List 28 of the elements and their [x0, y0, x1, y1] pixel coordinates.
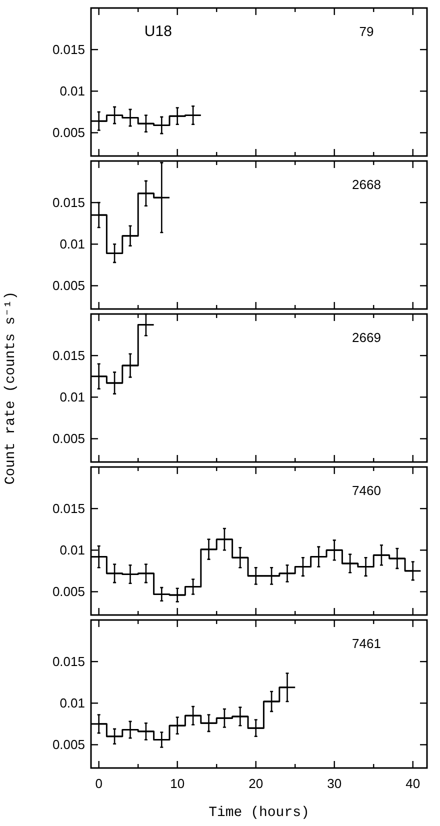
y-tick-label: 0.005	[52, 125, 85, 140]
y-axis-title: Count rate (counts s⁻¹)	[3, 291, 19, 485]
annotation: 7461	[352, 636, 381, 651]
y-tick-label: 0.005	[52, 278, 85, 294]
x-tick-label: 10	[170, 776, 185, 791]
y-tick-label: 0.01	[60, 390, 85, 405]
y-tick-label: 0.005	[52, 584, 85, 600]
y-tick-label: 0.01	[60, 236, 85, 252]
x-axis-title: Time (hours)	[208, 805, 310, 821]
y-tick-label: 0.015	[52, 195, 85, 210]
x-tick-label: 20	[248, 776, 264, 791]
y-tick-label: 0.015	[52, 654, 85, 670]
annotation: 2669	[352, 330, 381, 345]
y-tick-label: 0.005	[52, 737, 85, 752]
x-tick-label: 0	[95, 776, 102, 791]
annotation: U18	[144, 23, 172, 40]
x-tick-label: 40	[406, 776, 420, 791]
y-tick-label: 0.01	[60, 84, 85, 99]
annotation: 79	[359, 24, 374, 39]
y-tick-label: 0.01	[60, 542, 85, 558]
x-tick-label: 30	[327, 776, 342, 791]
annotation: 2668	[352, 177, 381, 192]
y-tick-label: 0.005	[52, 431, 85, 446]
y-tick-label: 0.01	[60, 696, 85, 711]
y-tick-label: 0.015	[52, 501, 85, 516]
y-tick-label: 0.015	[52, 42, 85, 58]
annotation: 7460	[352, 483, 381, 498]
y-tick-label: 0.015	[52, 348, 85, 364]
